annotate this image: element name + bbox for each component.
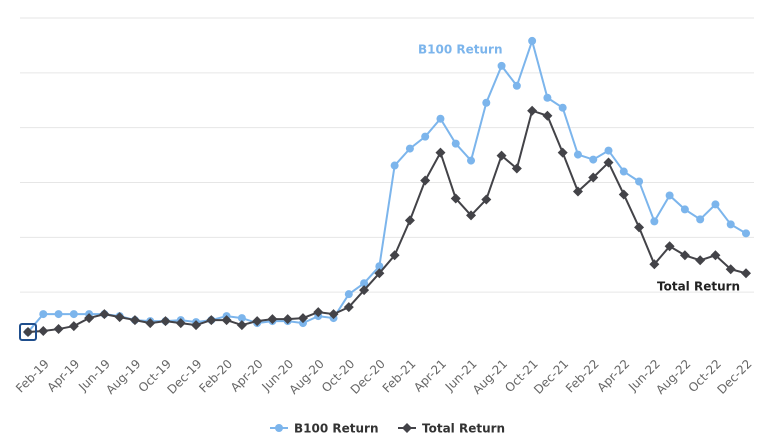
point (160, 316, 170, 326)
legend-marker (275, 424, 283, 432)
point (528, 37, 536, 45)
point (527, 106, 537, 116)
point (482, 99, 490, 107)
x-tick-label: Apr-19 (45, 357, 83, 395)
point (559, 104, 567, 112)
point (681, 205, 689, 213)
point (115, 312, 125, 322)
point (99, 309, 109, 319)
point (620, 168, 628, 176)
x-tick-label: Dec-19 (164, 357, 204, 397)
point (666, 191, 674, 199)
x-tick-label: Aug-19 (103, 357, 143, 397)
x-tick-label: Aug-20 (287, 357, 327, 397)
legend-label: Total Return (422, 422, 505, 436)
annotation: Total Return (657, 280, 740, 294)
point (435, 148, 445, 158)
point (237, 320, 247, 330)
point (727, 220, 735, 228)
x-tick-label: Apr-21 (411, 357, 449, 395)
point (635, 178, 643, 186)
point (406, 145, 414, 153)
x-tick-label: Dec-21 (531, 357, 571, 397)
point (55, 310, 63, 318)
point (513, 82, 521, 90)
point (696, 215, 704, 223)
point (70, 310, 78, 318)
point (605, 147, 613, 155)
point (498, 62, 506, 70)
point (741, 268, 751, 278)
x-tick-label: Dec-20 (348, 357, 388, 397)
x-tick-label: Feb-21 (380, 357, 419, 396)
point (589, 156, 597, 164)
point (619, 189, 629, 199)
series-line (28, 41, 746, 332)
x-tick-label: Dec-22 (714, 357, 754, 397)
chart: Feb-19Apr-19Jun-19Aug-19Oct-19Dec-19Feb-… (0, 0, 768, 444)
point (650, 217, 658, 225)
point (420, 176, 430, 186)
point (39, 310, 47, 318)
x-tick-label: Aug-21 (470, 357, 510, 397)
point (130, 315, 140, 325)
x-tick-label: Aug-22 (653, 357, 693, 397)
x-tick-label: Feb-20 (196, 357, 235, 396)
point (405, 215, 415, 225)
x-tick-label: Feb-19 (13, 357, 52, 396)
x-tick-label: Feb-22 (563, 357, 602, 396)
point (391, 162, 399, 170)
point (558, 148, 568, 158)
point (467, 157, 475, 165)
legend-label: B100 Return (294, 422, 379, 436)
annotation: B100 Return (418, 43, 503, 57)
point (543, 94, 551, 102)
point (742, 229, 750, 237)
point (436, 115, 444, 123)
point (695, 255, 705, 265)
point (574, 151, 582, 159)
x-tick-label: Apr-22 (594, 357, 632, 395)
point (345, 290, 353, 298)
point (542, 111, 552, 121)
point (452, 140, 460, 148)
point (54, 324, 64, 334)
point (69, 321, 79, 331)
point (711, 200, 719, 208)
point (634, 222, 644, 232)
legend-marker (402, 423, 412, 433)
point (680, 250, 690, 260)
point (421, 133, 429, 141)
point (38, 326, 48, 336)
x-tick-label: Apr-20 (228, 357, 266, 395)
point (206, 315, 216, 325)
